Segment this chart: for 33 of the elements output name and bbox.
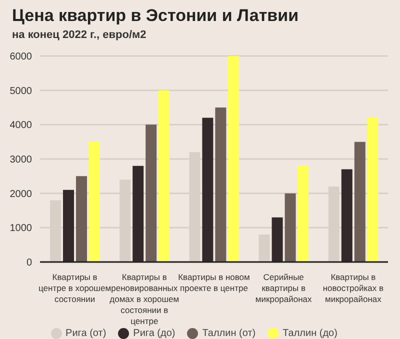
- y-tick-label: 0: [26, 258, 32, 269]
- bar: [202, 118, 214, 262]
- y-tick-label: 1000: [10, 223, 32, 234]
- legend-label: Таллин (до): [282, 328, 338, 339]
- x-tick-label: Квартиры в реновированных домах в хорошем состоянии в центре: [110, 272, 180, 326]
- legend-label: Таллин (от): [202, 328, 256, 339]
- chart-title: Цена квартир в Эстонии и Латвии: [12, 6, 299, 26]
- y-tick-label: 6000: [10, 52, 32, 63]
- bar: [341, 169, 352, 262]
- bar: [272, 217, 283, 262]
- bar: [367, 118, 378, 262]
- bar: [258, 234, 270, 262]
- y-tick-label: 4000: [10, 120, 32, 132]
- y-tick-label: 3000: [10, 154, 32, 166]
- y-tick-label: 5000: [10, 86, 32, 97]
- bar: [298, 166, 309, 262]
- bar: [132, 166, 144, 262]
- bar: [215, 108, 226, 262]
- legend-label: Рига (до): [133, 328, 176, 339]
- x-tick-label: Квартиры в новом проекте в центре: [178, 272, 250, 293]
- x-tick-label: Квартиры в новостройках в микрорайонах: [322, 272, 384, 304]
- bar: [63, 190, 74, 262]
- bar: [228, 56, 240, 262]
- x-tick-label: Серийные квартиры в микрорайонах: [255, 272, 313, 304]
- bar: [284, 193, 296, 262]
- y-tick-label: 2000: [10, 188, 32, 200]
- bar: [158, 90, 170, 262]
- bar: [76, 176, 87, 262]
- bar: [354, 142, 366, 262]
- legend-label: Рига (от): [66, 328, 106, 339]
- bar: [89, 142, 100, 262]
- bar: [146, 124, 157, 262]
- chart-subtitle: на конец 2022 г., евро/м2: [12, 29, 146, 41]
